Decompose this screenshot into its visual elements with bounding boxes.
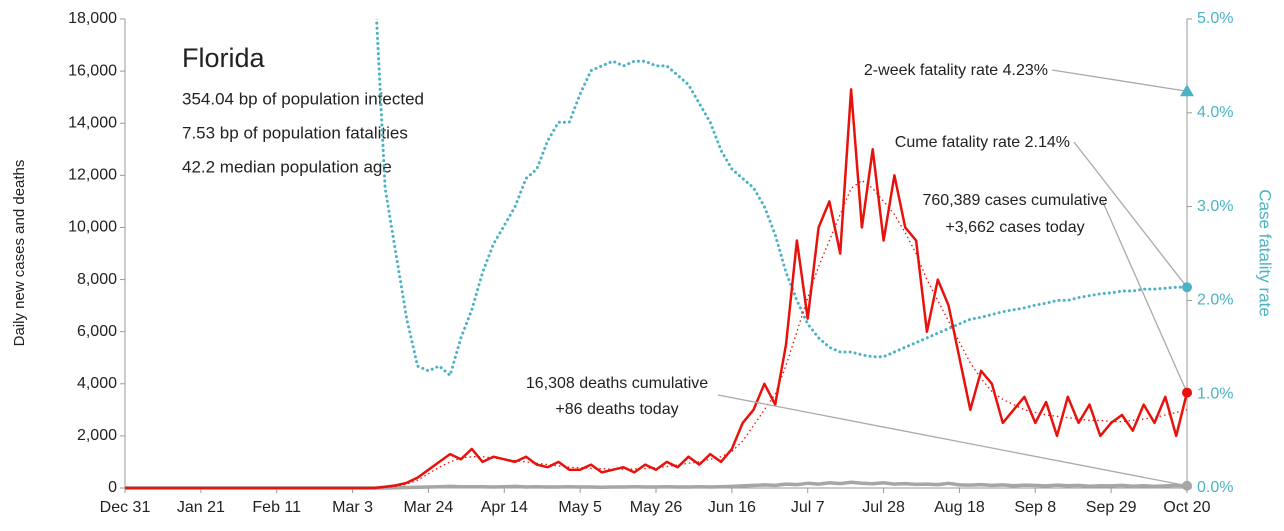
x-tick-label: May 5 (558, 499, 602, 516)
y-tick-label: 16,000 (68, 62, 117, 79)
annotation-text: Cume fatality rate 2.14% (895, 134, 1070, 151)
y-tick-label: 10,000 (68, 219, 117, 236)
series-line (125, 88, 1189, 490)
callout-line (1051, 69, 1188, 92)
annotation-marker (1180, 84, 1194, 97)
annotation-text: +86 deaths today (555, 401, 678, 418)
x-tick-label: Jul 28 (862, 499, 905, 516)
x-tick-label: Oct 20 (1163, 499, 1210, 516)
x-tick-label: Aug 18 (934, 499, 985, 516)
callout-line (1073, 141, 1188, 288)
plot-area (125, 19, 1189, 490)
y2-tick-label: 0.0% (1197, 479, 1233, 496)
y2-tick-label: 3.0% (1197, 198, 1233, 215)
info-line: 7.53 bp of population fatalities (182, 123, 408, 142)
y2-axis-label: Case fatality rate (1256, 189, 1275, 317)
x-tick-label: May 26 (630, 499, 683, 516)
y2-tick-label: 4.0% (1197, 104, 1233, 121)
info-line: 42.2 median population age (182, 157, 392, 176)
y2-tick-label: 2.0% (1197, 292, 1233, 309)
x-tick-label: Mar 24 (404, 499, 454, 516)
x-tick-label: Jul 7 (791, 499, 825, 516)
x-tick-label: Dec 31 (100, 499, 151, 516)
y2-tick-label: 5.0% (1197, 10, 1233, 27)
annotation-marker (1182, 480, 1192, 491)
x-tick-label: Sep 29 (1086, 499, 1137, 516)
series-line (375, 19, 1189, 377)
annotation-text: 760,389 cases cumulative (923, 192, 1108, 209)
y-tick-label: 0 (108, 479, 117, 496)
x-tick-label: Mar 3 (332, 499, 373, 516)
chart-title: Florida (182, 43, 266, 73)
x-tick-label: Sep 8 (1014, 499, 1056, 516)
x-tick-label: Apr 14 (481, 499, 528, 516)
callout-line (717, 394, 1188, 487)
x-tick-label: Feb 11 (252, 499, 301, 516)
y-tick-label: 4,000 (77, 375, 117, 392)
y-tick-label: 6,000 (77, 323, 117, 340)
y-tick-label: 14,000 (68, 114, 117, 131)
x-tick-label: Jan 21 (177, 499, 225, 516)
annotation-marker (1182, 387, 1192, 398)
y-tick-label: 2,000 (77, 427, 117, 444)
callout-line (1101, 199, 1188, 393)
info-line: 354.04 bp of population infected (182, 89, 424, 108)
y-tick-label: 18,000 (68, 10, 117, 27)
annotation-text: +3,662 cases today (945, 219, 1084, 236)
y2-tick-label: 1.0% (1197, 385, 1233, 402)
y-axis-label: Daily new cases and deaths (11, 160, 28, 347)
y-tick-label: 12,000 (68, 167, 117, 184)
annotation-text: 16,308 deaths cumulative (526, 375, 708, 392)
annotation-marker (1182, 282, 1192, 293)
annotation-text: 2-week fatality rate 4.23% (864, 62, 1048, 79)
x-tick-label: Jun 16 (708, 499, 756, 516)
y-tick-label: 8,000 (77, 271, 117, 288)
